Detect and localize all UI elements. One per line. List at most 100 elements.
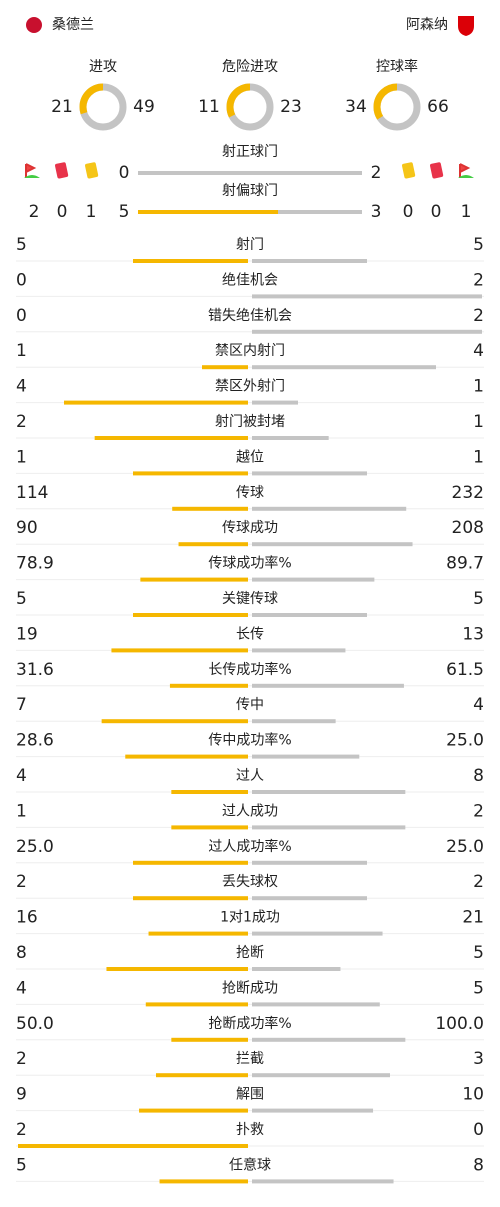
bar-home [202, 365, 248, 370]
stat-label: 1对1成功 [220, 910, 280, 926]
stat-label: 长传成功率% [208, 661, 291, 678]
home-value: 2 [16, 1049, 27, 1069]
home-value: 8 [16, 943, 27, 963]
bar-away [252, 1002, 380, 1007]
bar-away [252, 719, 336, 724]
bar-away [252, 506, 407, 511]
stat-label: 抢断成功 [222, 979, 278, 996]
home-value: 2 [16, 1120, 27, 1140]
bar-away [252, 1108, 374, 1113]
away-value: 4 [473, 695, 484, 715]
away-value: 61.5 [446, 660, 484, 680]
stat-label: 射门 [236, 237, 264, 253]
stat-label: 抢断成功率% [208, 1015, 291, 1032]
stat-label: 抢断 [236, 944, 264, 961]
home-value: 31.6 [16, 660, 54, 680]
home-logo [26, 17, 42, 33]
away-value: 5 [473, 589, 484, 609]
bar-home [178, 542, 248, 547]
bar-home [171, 1037, 248, 1042]
home-icons [24, 162, 99, 179]
home-value: 0 [16, 306, 27, 326]
away-value: 8 [473, 1155, 484, 1175]
shot-label: 射偏球门 [222, 183, 278, 199]
away-value: 25.0 [446, 731, 484, 751]
away-value: 2 [371, 163, 382, 183]
stat-label: 拦截 [236, 1051, 264, 1067]
stat-label: 绝佳机会 [222, 272, 278, 288]
away-value: 208 [452, 518, 484, 538]
donut-home [226, 83, 274, 131]
stat-label: 禁区外射门 [215, 379, 285, 395]
away-value: 100.0 [435, 1014, 484, 1034]
bar-away [252, 790, 406, 794]
home-value: 1 [16, 801, 27, 821]
bar-home [139, 1108, 248, 1113]
stat-label: 过人成功 [222, 803, 278, 819]
stat-label: 丢失球权 [222, 874, 278, 890]
home-value: 19 [16, 624, 38, 644]
home-value: 5 [16, 1155, 27, 1175]
bar-home [171, 825, 248, 830]
away-value: 2 [473, 872, 484, 892]
bar-home [133, 860, 248, 865]
donut-label: 控球率 [376, 58, 418, 75]
away-value: 1 [473, 447, 484, 467]
home-value: 2 [16, 872, 27, 892]
away-logo [458, 16, 474, 36]
away-value: 8 [473, 766, 484, 786]
home-value: 16 [16, 908, 38, 928]
home-value: 4 [16, 978, 27, 998]
home-value: 9 [16, 1085, 27, 1105]
away-value: 5 [473, 978, 484, 998]
away-value: 13 [462, 624, 484, 644]
stat-label: 任意球 [229, 1156, 271, 1173]
away-value: 23 [280, 97, 302, 117]
away-value: 2 [473, 270, 484, 290]
bar-away [252, 825, 406, 830]
donut-label: 危险进攻 [222, 59, 278, 75]
home-value: 7 [16, 695, 27, 715]
bar-away [252, 1037, 406, 1042]
away-value: 3 [473, 1049, 484, 1069]
bar-home [145, 1002, 248, 1007]
bar-home [133, 896, 248, 901]
bar-home [172, 506, 248, 511]
card-count: 2 [29, 202, 40, 222]
home-value: 5 [119, 202, 130, 222]
home-value: 90 [16, 518, 38, 538]
bar-home [125, 754, 248, 759]
bar-away [252, 967, 341, 971]
card-count: 0 [57, 202, 68, 222]
away-value: 2 [473, 306, 484, 326]
bar-home [148, 931, 248, 936]
away-value: 1 [473, 377, 484, 397]
stat-label: 射门被封堵 [215, 414, 285, 430]
bar-home [18, 1144, 248, 1148]
stat-label: 传中 [236, 697, 264, 713]
bar-home [133, 259, 248, 263]
away-value: 0 [473, 1120, 484, 1140]
stat-label: 越位 [236, 449, 264, 465]
bar-away [278, 210, 362, 214]
home-team: 桑德兰 [52, 17, 94, 33]
bar-away [252, 896, 367, 901]
home-value: 28.6 [16, 731, 54, 751]
bar-home [111, 648, 248, 653]
away-value: 5 [473, 943, 484, 963]
home-value: 25.0 [16, 837, 54, 857]
bar-away [252, 613, 367, 617]
bar-away [138, 171, 362, 175]
bar-away [252, 1073, 390, 1078]
home-value: 0 [16, 270, 27, 290]
home-value: 0 [119, 163, 130, 183]
shot-label: 射正球门 [222, 144, 278, 160]
stat-label: 传球成功率% [208, 555, 291, 572]
donut-home [373, 83, 421, 131]
bar-home [133, 613, 248, 617]
stat-label: 过人 [236, 768, 264, 784]
bar-home [64, 400, 248, 405]
stat-label: 过人成功率% [208, 838, 291, 855]
bar-away [252, 754, 360, 759]
home-value: 1 [16, 341, 27, 361]
